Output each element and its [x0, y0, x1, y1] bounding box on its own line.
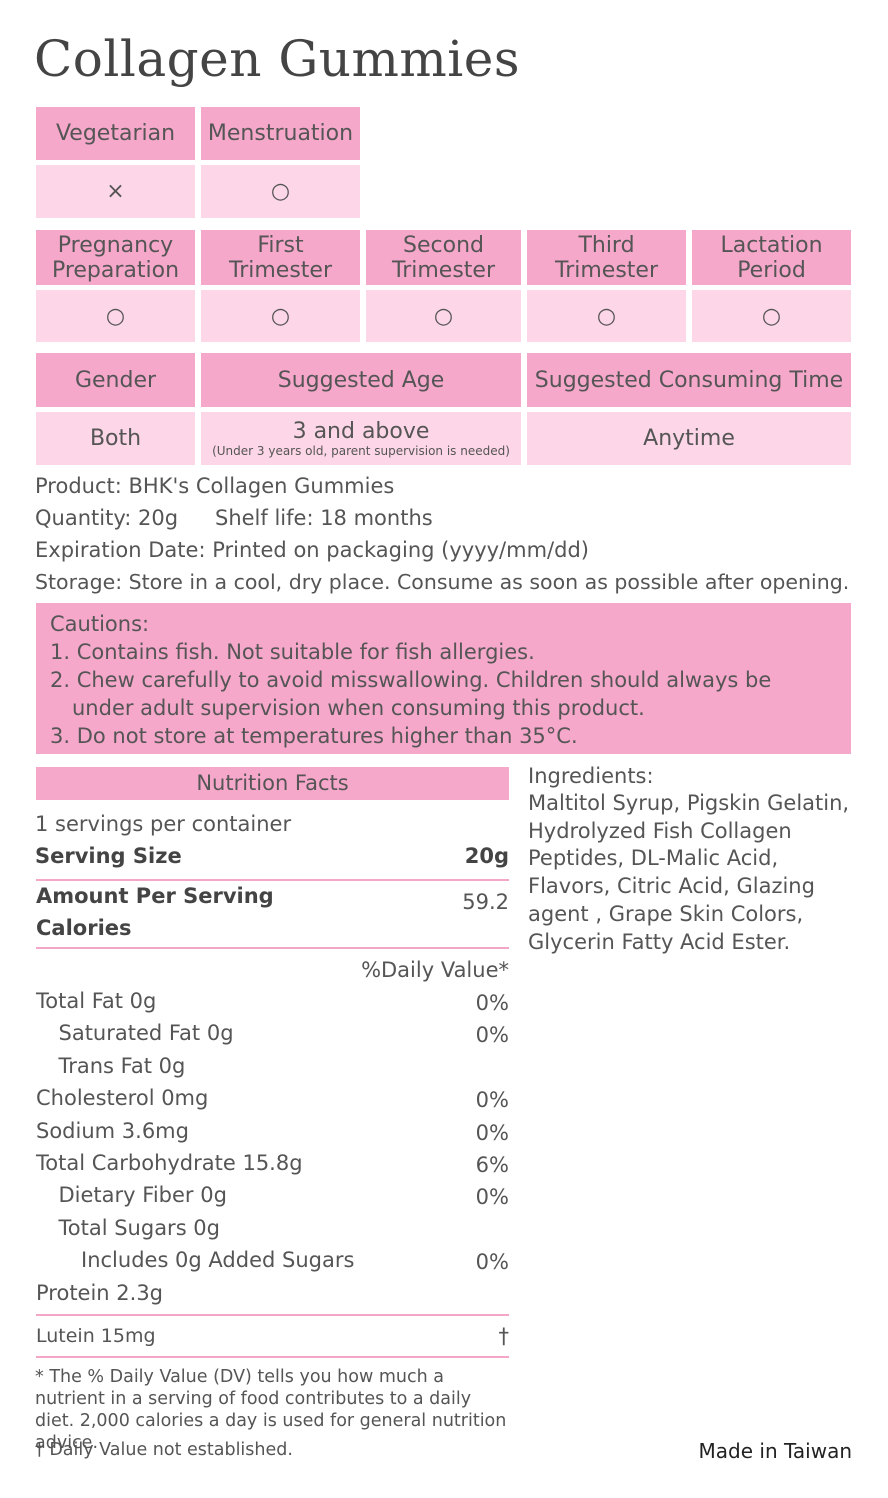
rule: [36, 1356, 509, 1358]
nutrient-label: Dietary Fiber 0g: [58, 1183, 227, 1208]
lutein-dv: †: [498, 1324, 510, 1348]
rule: [36, 1314, 509, 1316]
nutrient-label: Protein 2.3g: [36, 1280, 164, 1305]
header-cell: Second Trimester: [366, 230, 521, 285]
value-cell: ○: [36, 290, 195, 342]
nutrient-dv: 0%: [475, 991, 509, 1015]
cautions-title: Cautions:: [50, 612, 150, 636]
value-cell: ○: [692, 290, 851, 342]
nutrient-dv: 0%: [475, 1088, 509, 1113]
expiration: Expiration Date: Printed on packaging (y…: [35, 538, 589, 562]
nutrient-label: Trans Fat 0g: [58, 1053, 186, 1078]
nutrient-label: Total Fat 0g: [36, 989, 157, 1013]
value-cell: Both: [36, 412, 195, 465]
age-note: (Under 3 years old, parent supervision i…: [212, 443, 510, 458]
header-cell: Suggested Age: [201, 353, 521, 407]
storage: Storage: Store in a cool, dry place. Con…: [35, 570, 850, 594]
origin: Made in Taiwan: [698, 1439, 852, 1463]
quantity: Quantity: 20g: [35, 506, 179, 530]
rule: [36, 879, 509, 881]
amount-per-serving: Amount Per Serving: [36, 884, 274, 908]
nutrient-label: Includes 0g Added Sugars: [81, 1248, 355, 1273]
lutein-label: Lutein 15mg: [36, 1325, 156, 1347]
nutrient-label: Total Sugars 0g: [58, 1215, 221, 1240]
servings: 1 servings per container: [35, 812, 292, 836]
header-cell: First Trimester: [201, 230, 360, 285]
nutrition-title: Nutrition Facts: [36, 767, 509, 800]
header-cell: Vegetarian: [36, 107, 195, 160]
value-cell: ○: [201, 165, 360, 218]
value-cell: 3 and above (Under 3 years old, parent s…: [201, 412, 521, 465]
calories-label: Calories: [36, 916, 132, 940]
ingredients-title: Ingredients:: [528, 764, 654, 788]
nutrient-dv: 0%: [475, 1185, 509, 1210]
rule: [36, 947, 509, 949]
calories-value: 59.2: [462, 890, 509, 914]
nutrient-label: Saturated Fat 0g: [58, 1021, 234, 1046]
caution-item: 3. Do not store at temperatures higher t…: [50, 724, 578, 748]
dv-header: %Daily Value*: [361, 958, 509, 982]
header-cell: Third Trimester: [527, 230, 686, 285]
serving-size-label: Serving Size: [35, 844, 182, 868]
footnote: * The % Daily Value (DV) tells you how m…: [35, 1367, 507, 1453]
header-cell: Menstruation: [201, 107, 360, 160]
header-cell: Suggested Consuming Time: [527, 353, 851, 407]
value-cell: ○: [366, 290, 521, 342]
header-cell: Gender: [36, 353, 195, 407]
nutrient-label: Total Carbohydrate 15.8g: [36, 1151, 303, 1175]
header-cell: Pregnancy Preparation: [36, 230, 195, 285]
shelf-life: Shelf life: 18 months: [215, 506, 433, 530]
nutrient-dv: 0%: [475, 1120, 509, 1145]
nutrient-label: Sodium 3.6mg: [36, 1118, 189, 1143]
cautions: Cautions: 1. Contains fish. Not suitable…: [36, 603, 851, 754]
nutrient-dv: 6%: [475, 1153, 509, 1177]
serving-size-value: 20g: [464, 844, 509, 868]
age-value: 3 and above: [292, 418, 430, 444]
value-cell: Anytime: [527, 412, 851, 465]
nutrient-dv: 0%: [475, 1023, 509, 1048]
product: Product: BHK's Collagen Gummies: [35, 474, 395, 498]
header-cell: Lactation Period: [692, 230, 851, 285]
ingredients-text: Maltitol Syrup, Pigskin Gelatin, Hydroly…: [528, 791, 850, 954]
nutrient-label: Cholesterol 0mg: [36, 1086, 209, 1111]
caution-item: 2. Chew carefully to avoid misswallowing…: [50, 668, 772, 720]
value-cell: ○: [201, 290, 360, 342]
footnote: † Daily Value not established.: [35, 1440, 293, 1460]
value-cell: ○: [527, 290, 686, 342]
nutrient-dv: 0%: [475, 1250, 509, 1275]
title: Collagen Gummies: [34, 30, 521, 88]
caution-item: 1. Contains fish. Not suitable for fish …: [50, 640, 535, 664]
value-cell: ×: [36, 165, 195, 218]
